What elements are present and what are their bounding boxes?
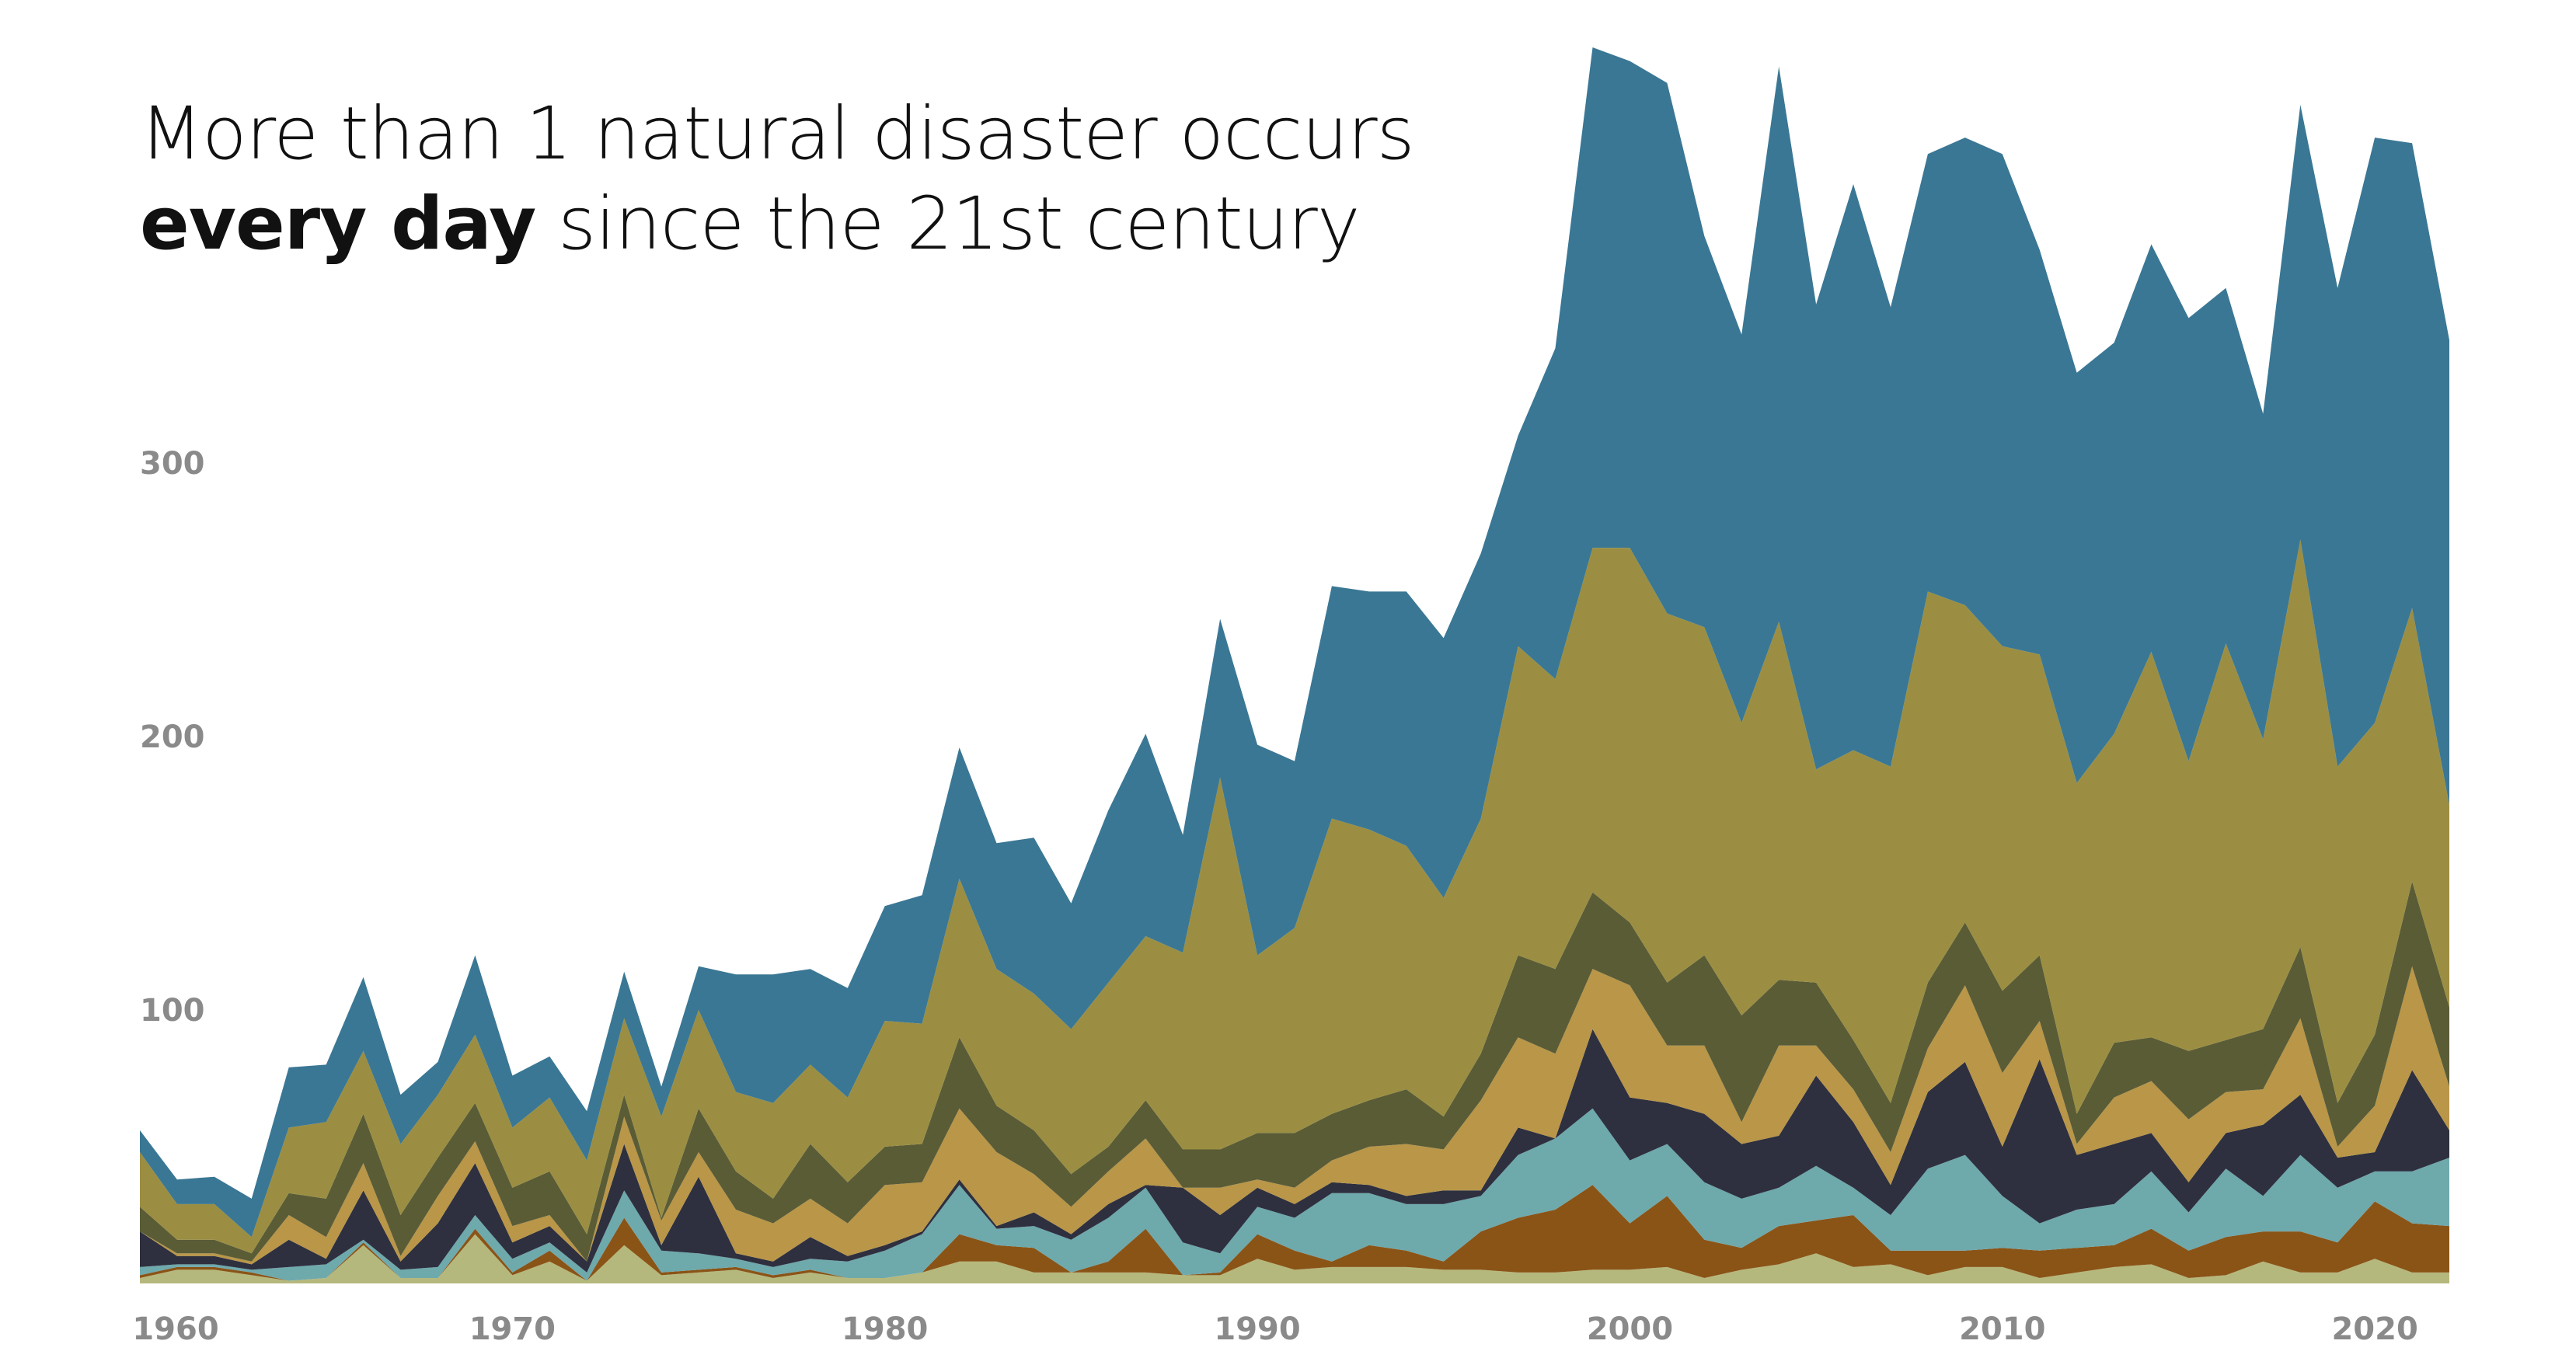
area-series-4 [140, 1029, 2449, 1273]
area-series-8 [140, 47, 2449, 1238]
title-line1: More than 1 natural disaster occurs [140, 92, 1415, 176]
x-tick-label: 2010 [1959, 1311, 2045, 1347]
x-tick-label: 1980 [842, 1311, 928, 1347]
x-tick-label: 1970 [469, 1311, 556, 1347]
area-series-5 [140, 966, 2449, 1265]
y-axis-ticks: 100 200 300 [140, 446, 205, 1029]
x-tick-label: 2000 [1587, 1311, 1673, 1347]
stacked-areas [140, 47, 2449, 1283]
y-tick-label: 300 [140, 446, 205, 482]
title-emphasis: every day [140, 182, 536, 266]
x-tick-label: 2020 [2331, 1311, 2417, 1347]
area-series-3 [140, 1108, 2449, 1281]
area-series-2 [140, 1185, 2449, 1281]
title-line2: since the 21st century [535, 182, 1360, 266]
x-tick-label: 1960 [132, 1311, 218, 1347]
chart-title: More than 1 natural disaster occurs every… [140, 89, 1415, 270]
y-tick-label: 200 [140, 719, 205, 755]
x-tick-label: 1990 [1214, 1311, 1300, 1347]
y-tick-label: 100 [140, 993, 205, 1029]
area-series-6 [140, 881, 2449, 1262]
x-axis-ticks: 1960 1970 1980 1990 2000 2010 2020 [132, 1311, 2417, 1347]
area-series-7 [140, 539, 2449, 1254]
